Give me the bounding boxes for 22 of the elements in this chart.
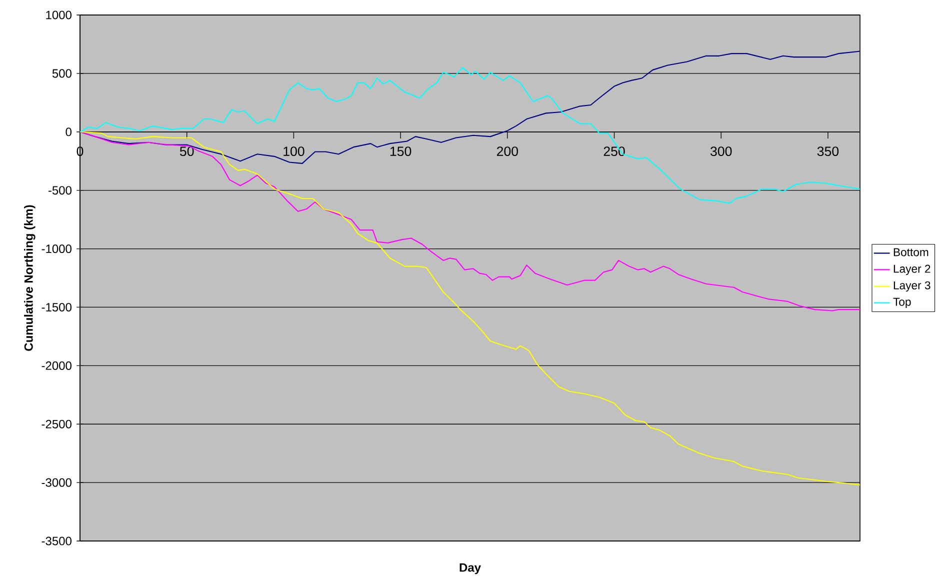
y-tick-label: -500 [48,186,72,195]
y-axis-title: Cumulative Northing (km) [24,205,36,351]
x-tick-label: 50 [180,146,194,156]
y-tick-label: -3500 [42,536,72,546]
legend-label: Top [893,298,911,308]
y-tick-label: -1000 [42,244,72,254]
x-tick-label: 150 [390,146,412,156]
x-tick-label: 350 [817,146,839,156]
y-tick-label: 1000 [46,10,72,20]
y-tick-label: -1500 [42,302,72,312]
x-tick-label: 300 [710,146,732,156]
y-tick-label: -2500 [42,420,72,428]
legend-label: Layer 3 [894,281,930,292]
legend-label: Bottom [894,248,928,256]
y-tick-label: -2000 [42,361,72,370]
y-tick-label: 500 [52,69,72,78]
legend-label: Layer 2 [894,264,930,276]
y-tick-label: -3000 [42,478,72,487]
x-tick-label: 100 [284,146,304,156]
x-tick-label: 200 [496,146,518,156]
x-axis-title: Day [460,563,481,574]
y-tick-label: 0 [66,128,72,136]
